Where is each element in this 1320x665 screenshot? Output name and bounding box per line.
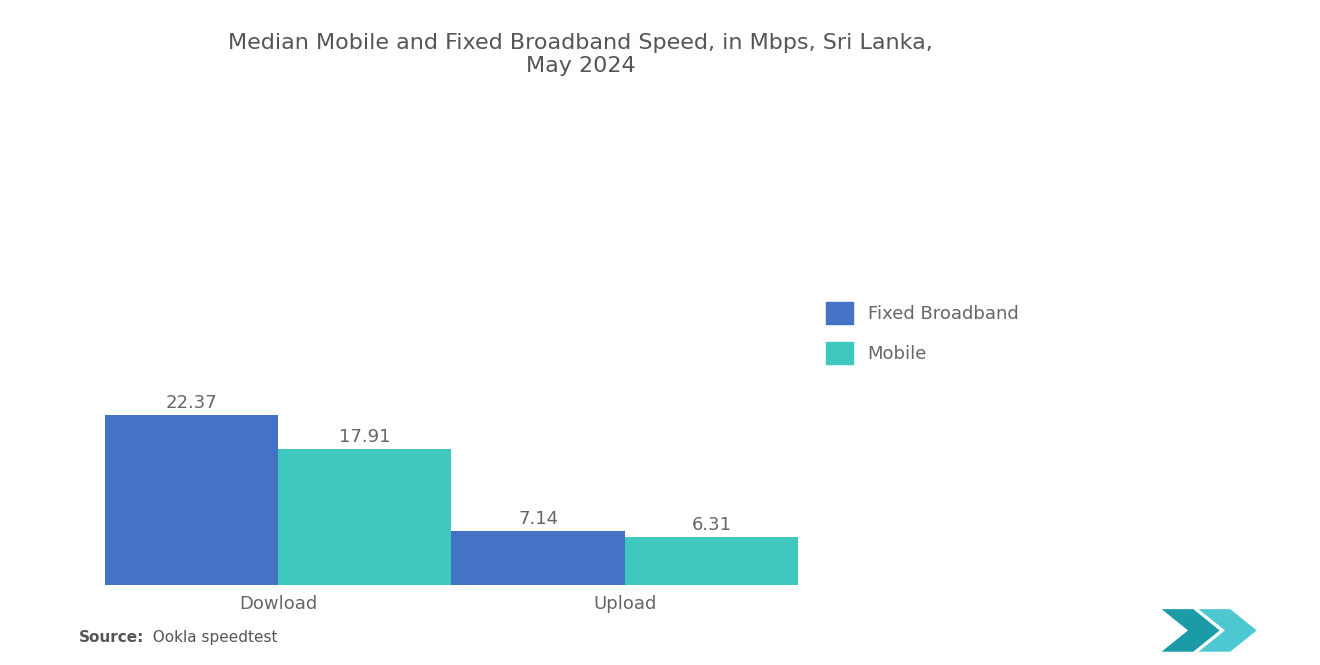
Text: Ookla speedtest: Ookla speedtest xyxy=(143,630,277,645)
Text: Source:: Source: xyxy=(79,630,145,645)
Bar xyxy=(451,531,624,585)
Bar xyxy=(279,449,451,585)
Polygon shape xyxy=(1162,609,1220,652)
Text: 6.31: 6.31 xyxy=(692,516,731,534)
Polygon shape xyxy=(1199,609,1257,652)
Text: 17.91: 17.91 xyxy=(339,428,391,446)
Text: Median Mobile and Fixed Broadband Speed, in Mbps, Sri Lanka,
May 2024: Median Mobile and Fixed Broadband Speed,… xyxy=(228,33,933,76)
Text: 7.14: 7.14 xyxy=(519,510,558,528)
Text: 22.37: 22.37 xyxy=(165,394,218,412)
Bar xyxy=(624,537,799,585)
Bar xyxy=(104,415,279,585)
Legend: Fixed Broadband, Mobile: Fixed Broadband, Mobile xyxy=(817,293,1027,373)
